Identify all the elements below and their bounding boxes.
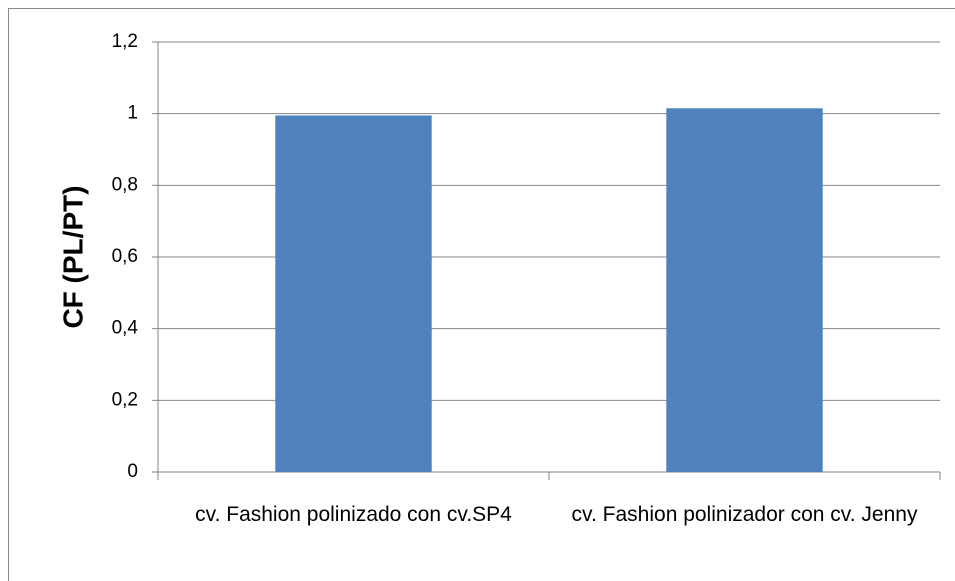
x-tick-label: cv. Fashion polinizado con cv.SP4 [195, 503, 512, 526]
chart-border [8, 8, 955, 581]
y-tick-label: 0,4 [112, 318, 139, 339]
y-tick-label: 0 [127, 461, 138, 482]
x-tick-label: cv. Fashion polinizador con cv. Jenny [571, 503, 918, 526]
y-tick-label: 0,8 [112, 174, 138, 195]
y-tick-label: 0,2 [112, 389, 138, 410]
y-axis-title: CF (PL/PT) [57, 185, 88, 328]
bar [666, 108, 823, 473]
y-tick-label: 0,6 [112, 246, 138, 267]
bar [275, 115, 432, 472]
y-tick-label: 1,2 [112, 31, 138, 52]
y-tick-label: 1 [127, 103, 138, 124]
